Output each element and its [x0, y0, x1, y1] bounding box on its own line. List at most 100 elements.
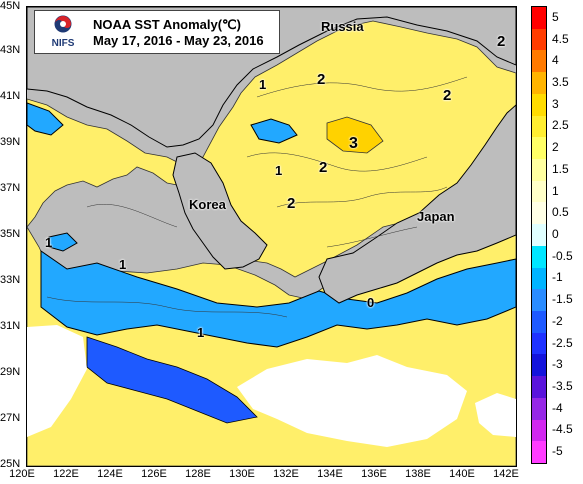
logo-text: NIFS	[51, 38, 75, 49]
lon-label: 134E	[317, 468, 343, 480]
map-title-box: NIFS NOAA SST Anomaly(℃) May 17, 2016 - …	[34, 10, 280, 54]
cool-anomaly-patch	[250, 118, 298, 144]
warm-anomaly-patch	[326, 116, 384, 154]
colorbar-swatch	[532, 115, 546, 138]
colorbar-label: -4.5	[552, 422, 573, 437]
cool-anomaly-patch	[27, 102, 64, 136]
lat-label: 33N	[0, 274, 21, 286]
place-label-korea: Korea	[189, 197, 226, 212]
colorbar-swatch	[532, 224, 546, 247]
colorbar-swatch	[532, 245, 546, 269]
colorbar-swatch	[532, 332, 546, 355]
nifs-logo: NIFS	[40, 14, 86, 52]
lon-label: 124E	[97, 468, 123, 480]
lon-label: 128E	[185, 468, 211, 480]
colorbar-label: 4	[552, 53, 559, 68]
colorbar-swatch	[532, 180, 546, 203]
colorbar-swatch	[532, 7, 546, 30]
colorbar-label: -1	[552, 270, 563, 285]
lon-label: 120E	[9, 468, 35, 480]
lat-label: 39N	[0, 136, 21, 148]
contour-label: 2	[443, 87, 452, 104]
colorbar-label: -4	[552, 400, 563, 415]
contour-label: 1	[275, 163, 283, 178]
anomaly-colorbar	[531, 6, 547, 464]
anomaly-contours	[46, 76, 468, 318]
contour-label: 1	[259, 77, 267, 92]
colorbar-swatch	[532, 93, 546, 117]
lon-label: 140E	[449, 468, 475, 480]
colorbar-swatch	[532, 72, 546, 95]
lat-label: 31N	[0, 320, 21, 332]
colorbar-label: 2	[552, 140, 559, 155]
sst-anomaly-map: 1 2 2 3 2 1 1 2 1 0 1 1 2 Russia Korea J…	[26, 6, 517, 467]
cool-anomaly-patch	[40, 250, 516, 348]
lat-label: 29N	[0, 366, 21, 378]
lat-label: 35N	[0, 228, 21, 240]
lat-label: 43N	[0, 44, 21, 56]
lat-label: 27N	[0, 412, 21, 424]
lat-label: 25N	[0, 458, 21, 470]
contour-label: 2	[497, 33, 506, 50]
colorbar-swatch	[532, 289, 546, 312]
contour-label: 0	[367, 295, 375, 310]
contour-label: 1	[45, 235, 53, 250]
korean-peninsula-land	[172, 152, 268, 270]
contour-label: 1	[197, 325, 205, 340]
missing-data-area	[475, 393, 516, 437]
contour-label: 2	[287, 195, 296, 212]
colorbar-label: 3.5	[552, 75, 569, 89]
colorbar-label: -3.5	[552, 379, 573, 393]
colorbar-swatch	[532, 397, 546, 421]
map-date-range: May 17, 2016 - May 23, 2016	[93, 33, 264, 48]
colorbar-swatch	[532, 159, 546, 182]
colorbar-swatch	[532, 354, 546, 377]
lon-label: 122E	[53, 468, 79, 480]
colorbar-swatch	[532, 137, 546, 160]
lon-label: 130E	[229, 468, 255, 480]
colorbar-label: -0.5	[552, 248, 573, 263]
contour-label: 2	[317, 71, 326, 88]
colorbar-label: 3	[552, 96, 559, 111]
lon-label: 138E	[405, 468, 431, 480]
lon-label: 142E	[493, 468, 519, 480]
lon-label: 126E	[141, 468, 167, 480]
colorbar-label: 0.5	[552, 205, 569, 220]
japan-land	[318, 104, 516, 304]
colorbar-label: 4.5	[552, 31, 569, 46]
missing-data-area	[27, 325, 87, 437]
map-canvas	[27, 7, 516, 466]
colorbar-swatch	[532, 419, 546, 442]
colorbar-swatch	[532, 50, 546, 73]
colorbar-label: 1.5	[552, 161, 569, 176]
colorbar-swatch	[532, 311, 546, 334]
colorbar-label: -5	[552, 444, 563, 459]
colorbar-label: -1.5	[552, 292, 573, 307]
colorbar-label: 5	[552, 9, 559, 24]
missing-data-area	[237, 355, 467, 447]
place-label-japan: Japan	[417, 209, 455, 224]
colorbar-label: -2	[552, 313, 563, 328]
colorbar-swatch	[532, 441, 546, 464]
lat-label: 45N	[0, 0, 21, 12]
cool-anomaly-patch	[86, 336, 258, 424]
contour-label: 1	[119, 257, 127, 272]
contour-label: 3	[349, 135, 358, 152]
colorbar-swatch	[532, 376, 546, 399]
cool-anomaly-patch	[48, 232, 78, 252]
lon-label: 136E	[361, 468, 387, 480]
place-label-russia: Russia	[321, 19, 364, 34]
colorbar-swatch	[532, 28, 546, 51]
colorbar-label: 0	[552, 227, 559, 241]
colorbar-label: 2.5	[552, 118, 569, 133]
contour-label: 2	[319, 159, 328, 176]
colorbar-label: -3	[552, 357, 563, 372]
colorbar-swatch	[532, 267, 546, 290]
nifs-logo-icon	[54, 15, 72, 33]
colorbar-swatch	[532, 202, 546, 225]
lat-label: 41N	[0, 90, 21, 102]
map-title: NOAA SST Anomaly(℃)	[93, 17, 241, 32]
lat-label: 37N	[0, 182, 21, 194]
lon-label: 132E	[273, 468, 299, 480]
colorbar-label: 1	[552, 183, 559, 198]
